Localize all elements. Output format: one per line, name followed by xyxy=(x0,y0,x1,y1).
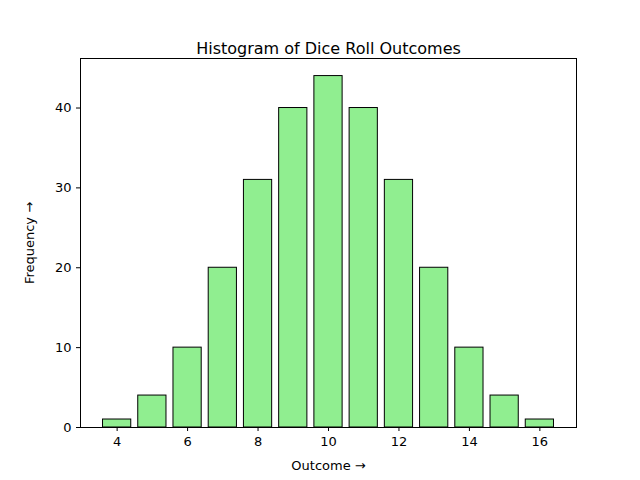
svg-text:Frequency →: Frequency → xyxy=(22,202,37,284)
svg-text:12: 12 xyxy=(391,434,408,449)
svg-text:0: 0 xyxy=(63,420,71,435)
svg-text:10: 10 xyxy=(55,340,72,355)
svg-text:20: 20 xyxy=(55,260,72,275)
svg-text:30: 30 xyxy=(55,180,72,195)
svg-text:10: 10 xyxy=(320,434,337,449)
svg-text:Histogram of Dice Roll Outcome: Histogram of Dice Roll Outcomes xyxy=(196,39,461,58)
svg-text:4: 4 xyxy=(113,434,121,449)
svg-text:Outcome →: Outcome → xyxy=(291,458,365,473)
svg-text:14: 14 xyxy=(461,434,478,449)
svg-text:6: 6 xyxy=(183,434,191,449)
svg-text:8: 8 xyxy=(254,434,262,449)
svg-text:40: 40 xyxy=(55,100,72,115)
svg-text:16: 16 xyxy=(532,434,549,449)
